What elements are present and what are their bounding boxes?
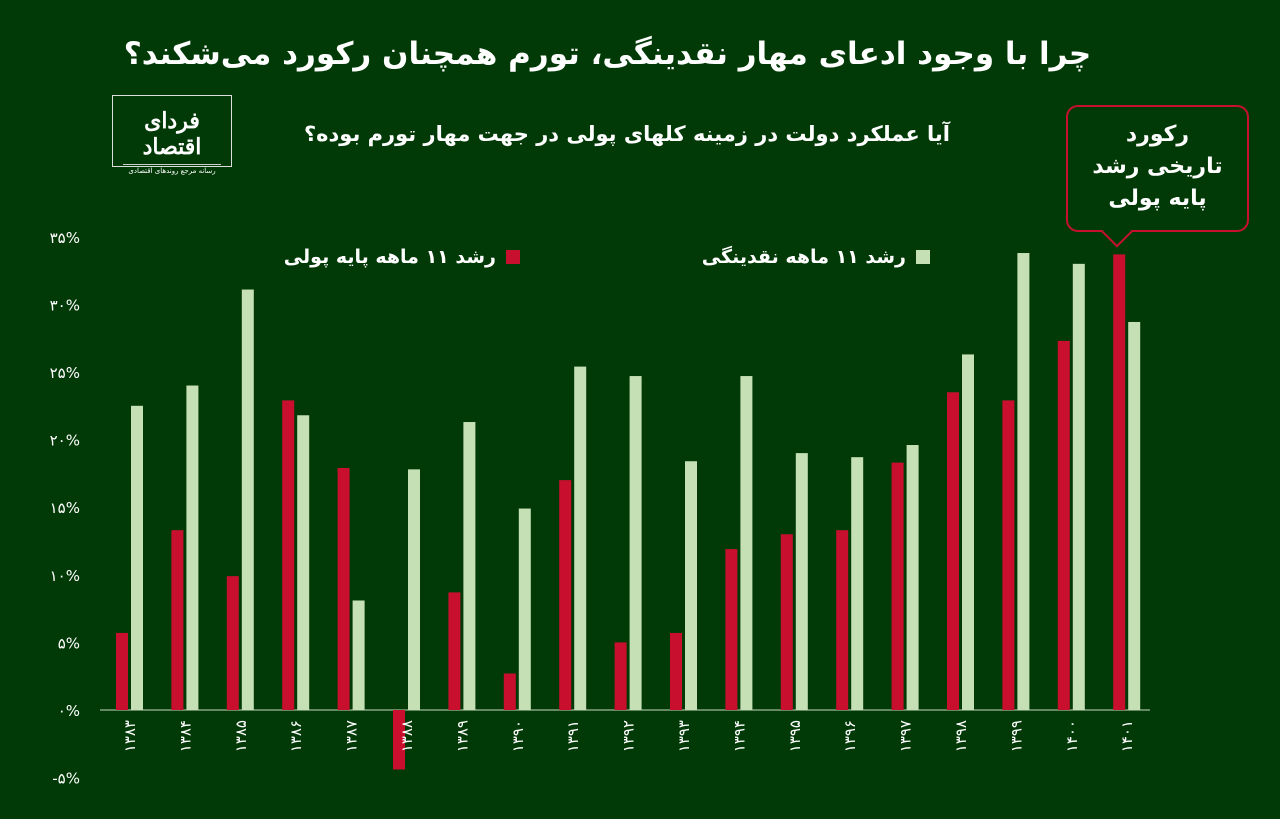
y-tick-label: ۳۰% (50, 296, 80, 314)
y-tick-label: ۱۵% (50, 499, 80, 517)
bar-base-money (393, 710, 405, 770)
legend-swatch (916, 250, 930, 264)
y-tick-label: ۰% (58, 702, 80, 720)
callout-line: پایه پولی (1108, 185, 1207, 211)
bar-liquidity (906, 445, 919, 710)
legend-label: رشد ۱۱ ماهه نقدینگی (701, 246, 906, 268)
bar-liquidity (740, 376, 753, 710)
chart-title: چرا با وجود ادعای مهار نقدینگی، تورم همچ… (123, 36, 1092, 72)
bar-base-money (670, 632, 682, 710)
bar-liquidity (1017, 253, 1030, 711)
x-tick-label: ۱۳۹۵ (786, 720, 804, 752)
chart-subtitle: آیا عملکرد دولت در زمینه کلهای پولی در ج… (303, 122, 950, 146)
bar-liquidity (352, 600, 365, 710)
x-tick-label: ۱۳۹۳ (675, 720, 693, 752)
callout-line: رکورد (1125, 122, 1190, 147)
bar-base-money (836, 530, 849, 710)
bar-base-money (1057, 340, 1070, 710)
bar-liquidity (1128, 321, 1141, 710)
x-tick-label: ۱۴۰۱ (1118, 720, 1136, 752)
legend-item-liquidity: رشد ۱۱ ماهه نقدینگی (702, 246, 930, 268)
x-tick-label: ۱۳۸۸ (398, 720, 416, 752)
y-tick-label: ۵% (58, 634, 80, 652)
x-tick-label: ۱۳۹۴ (730, 720, 748, 752)
x-tick-label: ۱۳۸۴ (176, 720, 194, 752)
logo-tagline: رسانه مرجع روندهای اقتصادی (128, 167, 216, 175)
y-tick-label: ۱۰% (50, 567, 80, 585)
logo-name: فردای اقتصاد (142, 108, 202, 160)
bar-base-money (725, 549, 738, 710)
logo: فردای اقتصاد رسانه مرجع روندهای اقتصادی (112, 95, 232, 175)
bar-base-money (1113, 254, 1126, 710)
bar-liquidity (131, 405, 143, 710)
x-tick-label: ۱۴۰۰ (1063, 720, 1081, 752)
bar-base-money (614, 642, 627, 710)
y-tick-label: ۳۵% (50, 229, 80, 247)
x-tick-label: ۱۳۸۶ (287, 720, 305, 752)
bar-base-money (891, 462, 904, 710)
record-callout: رکورد تاریخی رشد پایه پولی (1066, 105, 1249, 232)
x-tick-label: ۱۳۸۹ (453, 720, 471, 752)
bar-liquidity (297, 415, 310, 710)
bar-liquidity (574, 366, 587, 710)
callout-line: تاریخی رشد (1092, 153, 1223, 179)
bar-base-money (947, 392, 959, 710)
bar-base-money (1002, 400, 1015, 710)
bar-liquidity (186, 385, 199, 710)
bar-liquidity (1072, 263, 1085, 710)
y-tick-label: ۲۵% (50, 364, 80, 382)
bar-liquidity (463, 422, 476, 710)
bar-base-money (226, 576, 239, 710)
bar-liquidity (241, 289, 254, 710)
bar-liquidity (629, 376, 642, 710)
legend-item-base-money: رشد ۱۱ ماهه پایه پولی (284, 246, 520, 268)
bar-liquidity (851, 457, 864, 710)
x-tick-label: ۱۳۸۳ (121, 720, 139, 752)
x-tick-label: ۱۳۹۲ (620, 720, 638, 752)
bar-liquidity (685, 461, 697, 710)
y-tick-label: -۵% (52, 770, 80, 788)
bar-base-money (171, 530, 184, 710)
bar-base-money (448, 592, 461, 710)
legend-swatch (506, 250, 520, 264)
bar-liquidity (408, 469, 420, 710)
bar-liquidity (518, 508, 531, 710)
x-tick-label: ۱۳۸۵ (232, 720, 250, 752)
logo-divider (123, 164, 221, 165)
bar-base-money (337, 467, 350, 710)
x-tick-label: ۱۳۹۰ (509, 720, 527, 752)
bar-base-money (282, 400, 295, 710)
bar-base-money (780, 534, 793, 710)
bar-liquidity (962, 354, 974, 710)
y-tick-label: ۲۰% (50, 432, 80, 450)
bar-liquidity (795, 453, 808, 710)
x-tick-label: ۱۳۹۶ (841, 720, 859, 752)
x-tick-label: ۱۳۹۹ (1007, 720, 1025, 752)
x-tick-label: ۱۳۹۱ (564, 720, 582, 752)
bar-base-money (559, 480, 572, 710)
x-tick-label: ۱۳۹۷ (897, 720, 915, 752)
bar-base-money (116, 632, 128, 710)
x-tick-label: ۱۳۸۷ (343, 720, 361, 752)
bar-base-money (503, 673, 516, 710)
legend-label: رشد ۱۱ ماهه پایه پولی (283, 246, 496, 268)
x-tick-label: ۱۳۹۸ (952, 720, 970, 752)
